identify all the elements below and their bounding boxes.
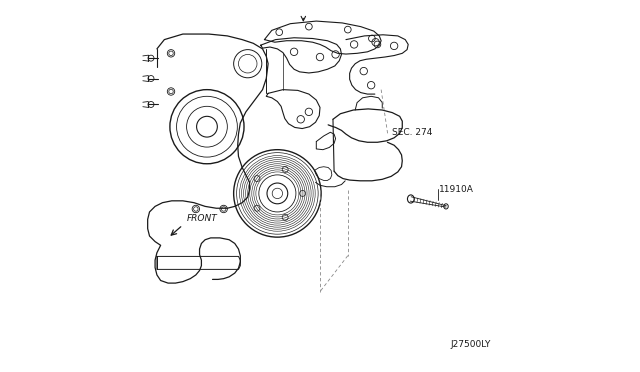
Text: 11910A: 11910A — [438, 185, 474, 194]
Text: J27500LY: J27500LY — [450, 340, 490, 349]
Text: SEC. 274: SEC. 274 — [392, 128, 433, 137]
Text: FRONT: FRONT — [187, 214, 218, 223]
